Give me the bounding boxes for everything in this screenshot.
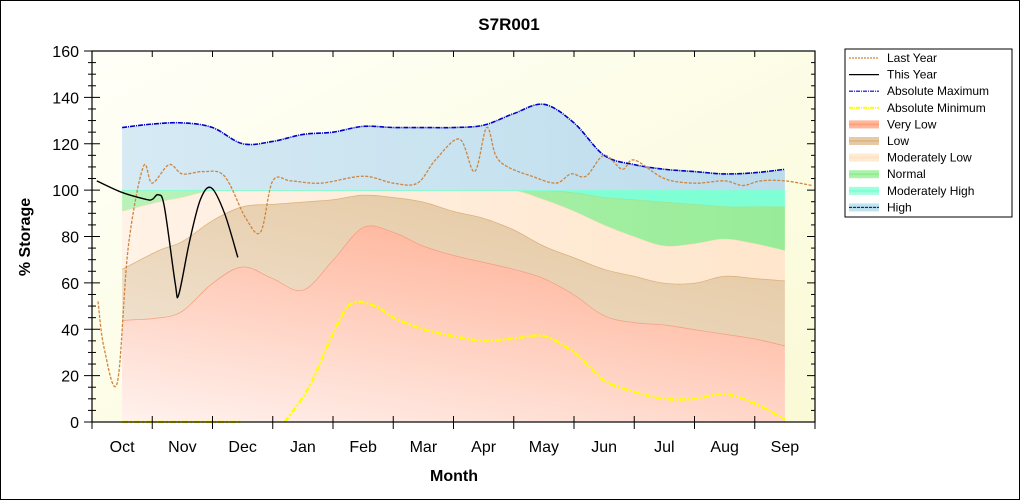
x-axis-label: Month — [430, 468, 478, 485]
y-tick-label: 40 — [61, 322, 79, 339]
legend-item: Absolute Maximum — [849, 84, 989, 98]
legend-item: Normal — [849, 167, 926, 181]
legend-label: Very Low — [887, 117, 937, 131]
band-high — [122, 104, 785, 191]
line-absolute-maximum — [122, 103, 785, 175]
line-this-year — [96, 180, 239, 299]
y-tick-label: 20 — [61, 369, 79, 386]
x-tick-label: Nov — [168, 439, 196, 456]
legend-item: Last Year — [849, 51, 937, 65]
x-tick-label: Oct — [110, 439, 135, 456]
x-tick-label: May — [529, 439, 559, 456]
band-moderately-low — [122, 189, 785, 284]
y-tick-label: 100 — [52, 183, 79, 200]
band-very-low — [122, 225, 785, 422]
legend-item: Very Low — [849, 117, 937, 131]
x-tick-label: Feb — [349, 439, 377, 456]
legend-label: Absolute Maximum — [887, 84, 989, 98]
legend-label: This Year — [887, 68, 937, 82]
band-moderately-high — [122, 189, 785, 207]
y-tick-label: 120 — [52, 137, 79, 154]
legend-item: This Year — [849, 68, 937, 82]
axes-layer: 0 20 40 60 80 100 120 140 160 Oct Nov Dec Jan Feb Mar A… — [52, 44, 816, 456]
legend-item: Moderately Low — [849, 151, 972, 165]
y-axis-label: % Storage — [17, 198, 34, 276]
y-tick-label: 140 — [52, 90, 79, 107]
chart-title: S7R001 — [478, 15, 539, 34]
legend-item: Low — [849, 134, 909, 148]
y-tick-label: 160 — [52, 44, 79, 61]
x-tick-label: Apr — [471, 439, 497, 456]
legend-label: Normal — [887, 167, 926, 181]
x-tick-label: Dec — [228, 439, 256, 456]
legend-label: Moderately Low — [887, 151, 972, 165]
x-tick-label: Jan — [290, 439, 316, 456]
x-tick-label: Jul — [654, 439, 674, 456]
legend-item: Moderately High — [849, 184, 974, 198]
line-absolute-minimum — [283, 300, 786, 423]
x-tick-label: Aug — [710, 439, 738, 456]
bands-layer — [121, 104, 786, 422]
legend-item: Absolute Minimum — [849, 101, 986, 115]
x-tick-label: Sep — [771, 439, 800, 456]
line-last-year — [97, 126, 813, 388]
y-tick-label: 80 — [61, 230, 79, 247]
x-tick-label: Jun — [591, 439, 617, 456]
band-normal — [122, 189, 785, 251]
legend-label: Moderately High — [887, 184, 974, 198]
x-tick-label: Mar — [410, 439, 438, 456]
band-low — [122, 194, 785, 346]
legend-label: Last Year — [887, 51, 937, 65]
y-tick-label: 0 — [70, 415, 79, 432]
legend-label: Low — [887, 134, 909, 148]
legend-label: High — [887, 200, 912, 214]
legend-label: Absolute Minimum — [887, 101, 986, 115]
legend: Last Year This Year Absolute Maximum Absolu… — [844, 48, 1013, 218]
legend-item: High — [849, 200, 912, 214]
y-tick-label: 60 — [61, 276, 79, 293]
